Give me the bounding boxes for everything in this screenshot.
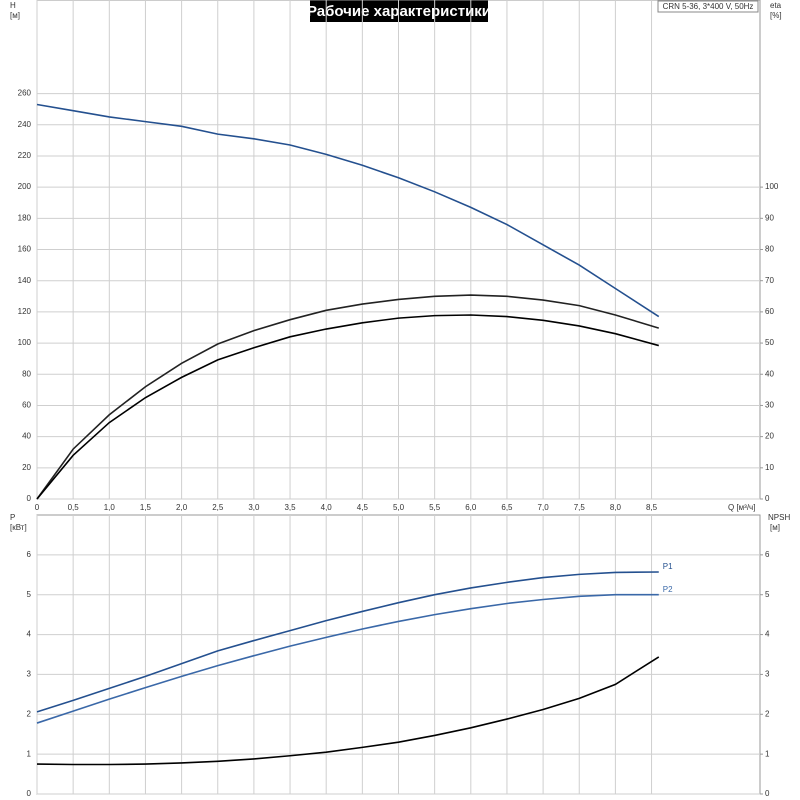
y2-tick-label: 40 [765, 369, 774, 378]
y-tick-label: 40 [22, 432, 31, 441]
y-tick-label: 160 [18, 245, 32, 254]
y2-tick-label: 70 [765, 276, 774, 285]
x-tick-label: 5,0 [393, 503, 405, 512]
x-tick-label: 0,5 [68, 503, 80, 512]
y2-tick-label: 20 [765, 432, 774, 441]
series-line [36, 103, 660, 318]
y-tick-label: 80 [22, 369, 31, 378]
series-line [36, 593, 659, 724]
x-tick-label: 8,0 [610, 503, 622, 512]
annotation-box [657, 0, 759, 13]
x-tick-label: 3,0 [248, 503, 260, 512]
y-tick-label: 220 [18, 151, 32, 160]
y2-tick-label: 4 [765, 630, 770, 639]
y2-tick-label: 0 [765, 494, 770, 503]
x-label: Q [м³/ч] [728, 503, 755, 512]
y-tick-label: 100 [18, 338, 32, 347]
x-tick-label: 1,0 [104, 503, 116, 512]
y-tick-label: 4 [27, 630, 32, 639]
y2-unit: [%] [770, 11, 782, 20]
x-tick-label: 2,0 [176, 503, 188, 512]
y-label: H [10, 1, 16, 10]
y-tick-label: 140 [18, 276, 32, 285]
x-tick-label: 4,0 [321, 503, 333, 512]
y2-tick-label: 80 [765, 245, 774, 254]
y2-tick-label: 2 [765, 709, 770, 718]
y-tick-label: 260 [18, 89, 32, 98]
y-tick-label: 120 [18, 307, 32, 316]
y2-tick-label: 3 [765, 670, 770, 679]
y2-tick-label: 0 [765, 789, 770, 798]
x-tick-label: 7,5 [574, 503, 586, 512]
y-tick-label: 60 [22, 401, 31, 410]
y-tick-label: 2 [27, 709, 32, 718]
x-tick-label: 5,5 [429, 503, 441, 512]
x-tick-label: 3,5 [284, 503, 296, 512]
y-tick-label: 6 [27, 550, 32, 559]
y-unit: [м] [10, 11, 20, 20]
y-tick-label: 20 [22, 463, 31, 472]
y-tick-label: 0 [27, 494, 32, 503]
y2-unit: [м] [770, 523, 780, 532]
series-line [36, 294, 660, 500]
y-tick-label: 3 [27, 670, 32, 679]
x-tick-label: 0 [35, 503, 40, 512]
y2-label: NPSH [768, 513, 790, 522]
y-tick-label: 5 [27, 590, 32, 599]
x-tick-label: 7,0 [538, 503, 550, 512]
series-line [36, 314, 659, 500]
x-tick-label: 6,5 [501, 503, 513, 512]
y2-label: eta [770, 1, 782, 10]
y-tick-label: 240 [18, 120, 32, 129]
x-tick-label: 2,5 [212, 503, 224, 512]
x-tick-label: 4,5 [357, 503, 369, 512]
annotation: CRN 5-36, 3*400 V, 50Hz [663, 2, 754, 11]
y2-tick-label: 60 [765, 307, 774, 316]
series-label: P1 [663, 562, 673, 571]
series-line [36, 656, 660, 766]
x-tick-label: 6,0 [465, 503, 477, 512]
series-label: P2 [663, 585, 673, 594]
y2-tick-label: 30 [765, 401, 774, 410]
x-tick-label: 1,5 [140, 503, 152, 512]
y-tick-label: 0 [27, 789, 32, 798]
y2-tick-label: 1 [765, 749, 770, 758]
y-tick-label: 200 [18, 182, 32, 191]
y-label: P [10, 513, 15, 522]
y2-tick-label: 6 [765, 550, 770, 559]
x-tick-label: 8,5 [646, 503, 658, 512]
series-line [36, 571, 659, 713]
y2-tick-label: 10 [765, 463, 774, 472]
y-tick-label: 180 [18, 213, 32, 222]
y-tick-label: 1 [27, 749, 32, 758]
y2-tick-label: 50 [765, 338, 774, 347]
y2-tick-label: 5 [765, 590, 770, 599]
y2-tick-label: 100 [765, 182, 779, 191]
y-unit: [кВт] [10, 523, 27, 532]
y2-tick-label: 90 [765, 213, 774, 222]
